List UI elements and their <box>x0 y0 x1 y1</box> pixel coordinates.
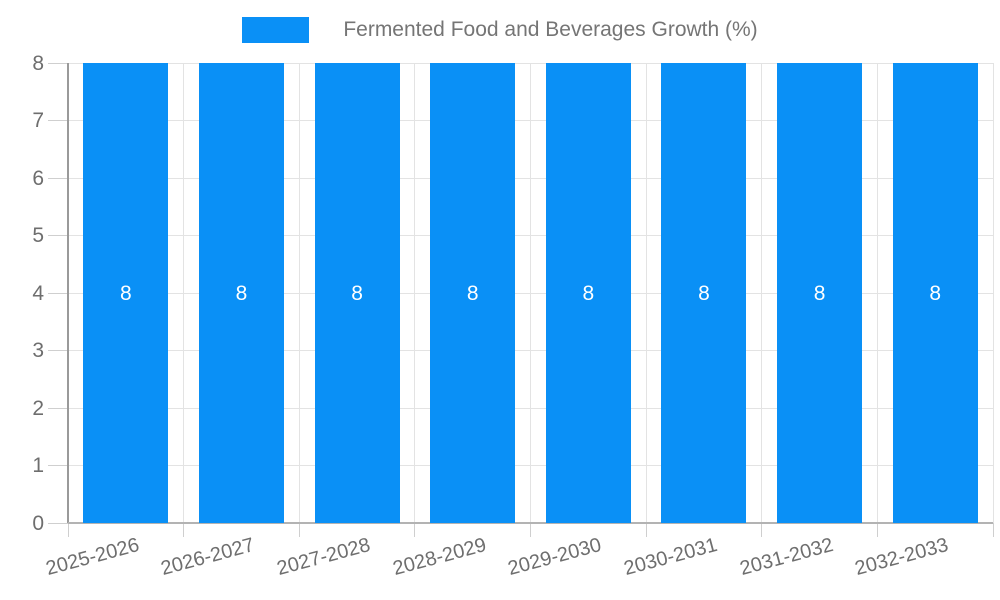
y-tick-mark <box>48 235 68 236</box>
bar[interactable] <box>83 63 169 523</box>
y-tick-mark <box>48 350 68 351</box>
x-tick-mark <box>414 523 416 537</box>
gridline-vertical <box>645 63 647 523</box>
gridline-vertical <box>992 63 994 523</box>
x-axis-line <box>68 522 993 524</box>
x-tick-mark <box>876 523 878 537</box>
bar-value-label: 8 <box>351 281 363 305</box>
y-tick-mark <box>48 465 68 466</box>
x-tick-mark <box>761 523 763 537</box>
y-axis-label: 2 <box>32 396 44 420</box>
bar[interactable] <box>198 63 284 523</box>
bar-value-label: 8 <box>119 281 132 305</box>
y-tick-mark <box>48 522 68 524</box>
bar[interactable] <box>430 63 516 523</box>
legend[interactable]: Fermented Food and Beverages Growth (%) <box>0 17 1000 43</box>
x-tick-mark <box>298 523 300 537</box>
y-tick-mark <box>48 407 68 409</box>
bar[interactable] <box>314 63 400 523</box>
bar[interactable] <box>545 63 631 523</box>
y-axis-label: 7 <box>32 109 44 132</box>
y-axis-label: 1 <box>32 454 44 477</box>
y-axis-label: 8 <box>32 51 44 75</box>
legend-label: Fermented Food and Beverages Growth (%) <box>343 18 758 41</box>
x-tick-mark <box>67 523 69 537</box>
bar-value-label: 8 <box>582 281 595 305</box>
y-tick-mark <box>48 177 68 179</box>
x-tick-mark <box>183 523 185 537</box>
x-tick-mark <box>530 523 531 537</box>
bar-value-label: 8 <box>929 281 942 305</box>
y-axis-line <box>67 63 69 523</box>
bar-value-label: 8 <box>235 281 248 305</box>
x-tick-mark <box>992 523 994 537</box>
gridline-vertical <box>183 63 185 523</box>
gridline-vertical <box>530 63 531 523</box>
y-tick-mark <box>48 120 68 121</box>
legend-swatch <box>242 17 310 43</box>
bar-value-label: 8 <box>813 281 826 305</box>
bar-value-label: 8 <box>698 281 710 305</box>
gridline-vertical <box>761 63 763 523</box>
y-axis-label: 3 <box>32 339 44 362</box>
y-tick-mark <box>48 292 68 294</box>
y-axis-label: 4 <box>32 281 44 305</box>
bar-value-label: 8 <box>466 281 479 305</box>
bar[interactable] <box>777 63 863 523</box>
x-tick-mark <box>645 523 647 537</box>
gridline-vertical <box>298 63 300 523</box>
bar[interactable] <box>661 63 747 523</box>
gridline-vertical <box>876 63 878 523</box>
y-tick-mark <box>48 62 68 64</box>
y-axis-label: 6 <box>32 166 44 190</box>
bar[interactable] <box>892 63 978 523</box>
gridline-vertical <box>414 63 416 523</box>
y-axis-label: 0 <box>32 511 44 535</box>
y-axis-label: 5 <box>32 224 44 247</box>
